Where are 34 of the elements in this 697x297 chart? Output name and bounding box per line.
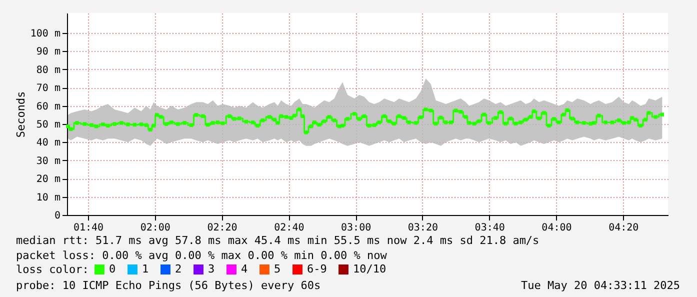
x-tick-label: 01:40 [73, 222, 104, 234]
y-tick-label: 70 m [36, 83, 60, 94]
legend-title: loss color: [16, 263, 89, 276]
legend-label: 10/10 [353, 262, 386, 276]
y-tick-label: 0 [54, 210, 60, 222]
text: packet loss: 0.00 % avg 0.00 % max 0.00 % min 0.00 % now [16, 249, 388, 262]
y-axis-title: Seconds [14, 91, 28, 138]
y-tick-label: 60 m [36, 101, 60, 112]
legend-label: 6-9 [307, 262, 327, 276]
y-tick-label: 50 m [36, 120, 60, 131]
y-tick-label: 40 m [36, 138, 60, 149]
legend-label: 0 [109, 262, 116, 276]
text: probe: 10 ICMP Echo Pings (56 Bytes) every 60s [16, 279, 321, 292]
x-tick-label: 02:40 [274, 222, 304, 234]
legend-label: 4 [241, 262, 248, 276]
x-tick-label: 03:40 [474, 222, 505, 234]
x-tick-label: 02:00 [140, 222, 170, 234]
y-tick-label: 10 m [36, 192, 60, 204]
x-tick-label: 03:00 [341, 222, 372, 234]
legend-label: 3 [208, 262, 215, 276]
y-tick-label: 20 m [36, 174, 60, 186]
text: Tue May 20 04:33:11 2025 [521, 279, 680, 292]
x-tick-label: 03:20 [408, 222, 438, 234]
legend-label: 5 [274, 262, 281, 276]
y-tick-label: 100 m [30, 28, 60, 40]
text: median rtt: 51.7 ms avg 57.8 ms max 45.4 ms min 55.5 ms now 2.4 ms sd 21.8 am/s [16, 234, 540, 247]
legend-label: 1 [142, 262, 149, 276]
x-tick-label: 04:00 [542, 222, 572, 234]
y-tick-label: 30 m [36, 156, 60, 167]
y-tick-label: 80 m [36, 64, 60, 76]
y-tick-label: 90 m [36, 46, 60, 58]
x-tick-label: 04:20 [608, 222, 639, 234]
legend-label: 2 [175, 262, 182, 276]
x-tick-label: 02:20 [207, 222, 238, 234]
